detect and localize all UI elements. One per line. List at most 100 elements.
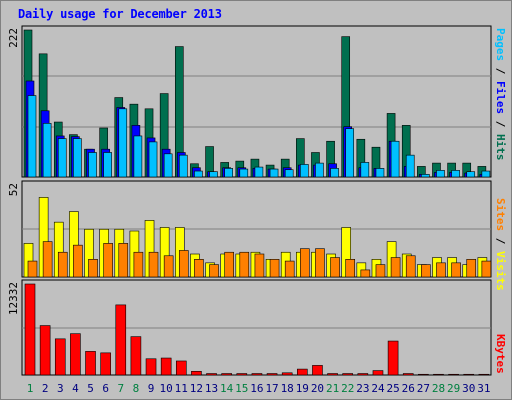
bar-kbytes-day-28 [433, 373, 444, 376]
legend-entry: Visits [494, 251, 507, 291]
bar-pages-day-17 [269, 168, 279, 178]
bar-sites-day-18 [284, 260, 295, 278]
bar-sites-day-6 [103, 243, 113, 278]
y-axis-max-label: 52 [7, 183, 20, 196]
legend-kbytes: KBytes [494, 334, 507, 374]
bar-pages-day-8 [133, 135, 143, 178]
bar-sites-day-29 [451, 262, 461, 278]
bar-kbytes-day-10 [160, 357, 172, 376]
bar-kbytes-day-31 [478, 373, 490, 376]
x-axis-tick-label: 3 [57, 382, 64, 395]
bar-pages-day-13 [209, 171, 218, 178]
bar-kbytes-day-16 [251, 373, 263, 376]
bar-kbytes-day-2 [39, 325, 51, 376]
bar-pages-day-11 [178, 154, 188, 178]
bar-kbytes-day-15 [236, 373, 248, 376]
legend-entry: / [494, 61, 507, 81]
bar-kbytes-day-20 [312, 365, 323, 376]
bar-pages-day-16 [254, 166, 264, 178]
bar-sites-day-7 [118, 243, 129, 278]
bar-sites-day-4 [73, 244, 83, 278]
bar-pages-day-24 [375, 168, 385, 178]
bar-sites-day-10 [163, 255, 174, 278]
x-axis-tick-label: 8 [133, 382, 140, 395]
bar-sites-day-8 [133, 251, 144, 278]
bar-kbytes-day-8 [130, 336, 142, 376]
bar-kbytes-day-24 [372, 370, 384, 376]
bar-kbytes-day-4 [70, 333, 81, 376]
legend-entry: Pages [494, 28, 507, 61]
bar-pages-day-30 [466, 171, 476, 178]
bar-pages-day-12 [194, 170, 203, 178]
x-axis-tick-label: 11 [175, 382, 188, 395]
bar-kbytes-day-29 [448, 373, 459, 376]
bar-sites-day-5 [88, 259, 98, 278]
bar-sites-day-27 [421, 264, 431, 278]
bar-pages-day-9 [148, 141, 158, 178]
bar-pages-day-6 [103, 152, 112, 178]
bar-kbytes-day-21 [327, 373, 338, 376]
bar-pages-day-18 [284, 169, 294, 178]
bar-kbytes-day-18 [281, 372, 293, 376]
bar-pages-day-1 [27, 95, 37, 178]
bar-pages-day-5 [88, 152, 97, 178]
legend-pages-files-hits: Pages / Files / Hits [494, 28, 507, 161]
bar-kbytes-day-6 [100, 352, 111, 376]
bar-sites-day-24 [375, 264, 386, 278]
bar-sites-day-16 [254, 253, 265, 278]
bar-kbytes-day-25 [387, 340, 399, 376]
x-axis-tick-label: 23 [356, 382, 369, 395]
x-axis-tick-label: 7 [117, 382, 124, 395]
bar-pages-day-27 [421, 174, 430, 178]
x-axis-tick-label: 6 [102, 382, 109, 395]
bar-sites-day-9 [148, 251, 159, 278]
x-axis-tick-label: 4 [72, 382, 79, 395]
legend-entry: Files [494, 81, 507, 114]
x-axis-tick-label: 21 [326, 382, 339, 395]
x-axis-tick-label: 18 [281, 382, 294, 395]
bar-sites-day-3 [57, 251, 68, 278]
bar-sites-day-25 [390, 257, 401, 278]
x-axis-tick-label: 1 [27, 382, 34, 395]
bar-kbytes-day-26 [402, 373, 414, 376]
bar-kbytes-day-22 [342, 373, 354, 376]
legend-entry: Hits [494, 134, 507, 161]
bar-sites-day-22 [345, 259, 356, 278]
bar-kbytes-day-14 [221, 373, 232, 376]
x-axis-tick-label: 17 [265, 382, 278, 395]
x-axis-tick-label: 13 [205, 382, 218, 395]
x-axis-tick-label: 10 [160, 382, 173, 395]
x-axis-tick-label: 19 [296, 382, 309, 395]
bar-sites-day-12 [194, 259, 204, 278]
bar-pages-day-31 [481, 170, 491, 178]
bar-pages-day-26 [405, 154, 415, 178]
legend-entry: KBytes [494, 334, 507, 374]
bar-kbytes-day-11 [175, 360, 187, 376]
x-axis-tick-label: 22 [341, 382, 354, 395]
bar-kbytes-day-7 [115, 304, 127, 376]
bar-pages-day-21 [330, 168, 339, 178]
x-axis-tick-label: 26 [402, 382, 415, 395]
x-axis-tick-label: 16 [250, 382, 263, 395]
x-axis-tick-label: 5 [87, 382, 94, 395]
bar-sites-day-21 [330, 257, 340, 278]
bar-pages-day-10 [163, 153, 173, 178]
x-axis-tick-label: 31 [477, 382, 490, 395]
bar-kbytes-day-12 [191, 371, 202, 376]
bar-sites-day-26 [405, 255, 416, 278]
x-axis-tick-label: 12 [190, 382, 203, 395]
bar-sites-day-13 [209, 264, 219, 278]
bar-sites-day-20 [315, 248, 325, 278]
bar-pages-day-14 [224, 168, 233, 178]
bar-kbytes-day-9 [145, 358, 157, 376]
x-axis-tick-label: 25 [386, 382, 399, 395]
x-axis-tick-label: 2 [42, 382, 49, 395]
bar-sites-day-14 [224, 251, 234, 278]
bar-pages-day-22 [345, 128, 355, 178]
bar-sites-day-1 [27, 260, 38, 278]
bar-kbytes-day-1 [24, 283, 36, 376]
bar-kbytes-day-27 [418, 373, 429, 376]
legend-entry: Sites [494, 198, 507, 231]
legend-sites-visits: Sites / Visits [494, 198, 507, 291]
